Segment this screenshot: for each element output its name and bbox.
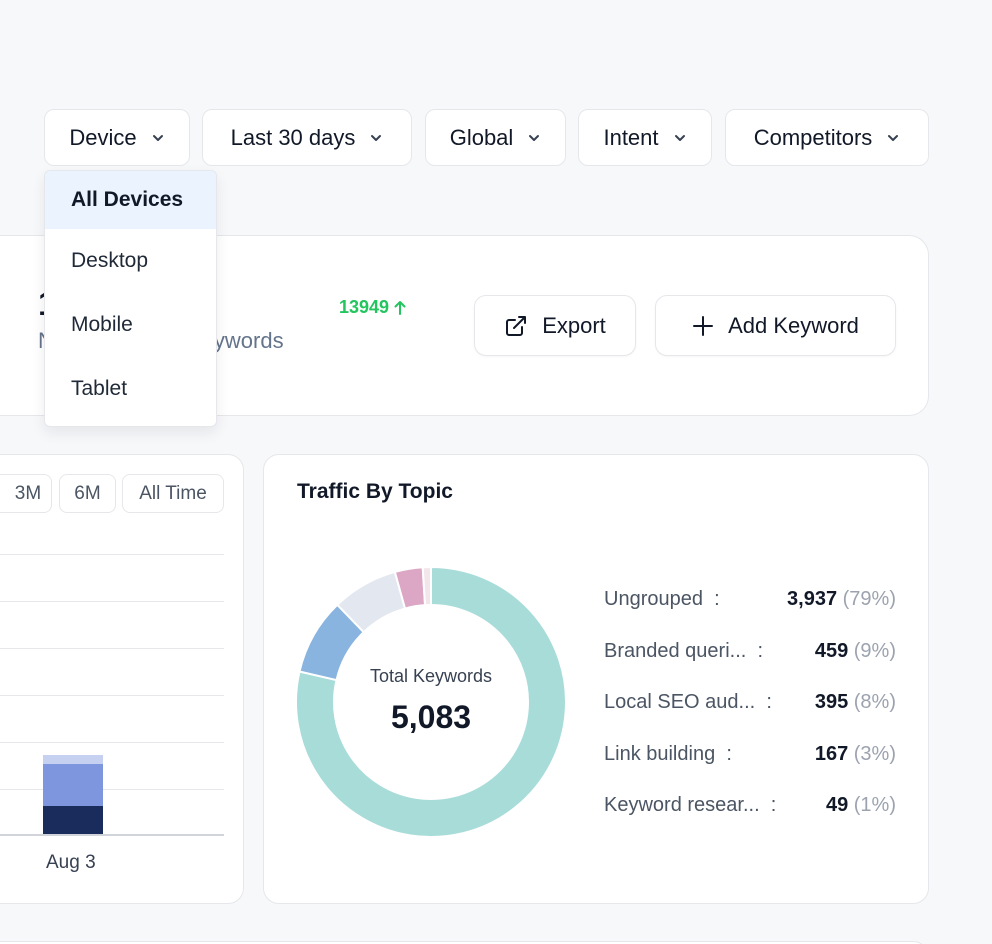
range-3m-label: 3M bbox=[14, 482, 42, 504]
date-filter-label: Last 30 days bbox=[230, 124, 356, 150]
plus-icon bbox=[693, 315, 714, 336]
donut-center-label: Total Keywords bbox=[369, 666, 493, 686]
range-3m-button[interactable]: 3M bbox=[0, 474, 52, 513]
legend-percent: (9%) bbox=[853, 640, 896, 662]
legend-percent: (3%) bbox=[853, 743, 896, 765]
traffic-by-topic-card bbox=[263, 454, 929, 904]
bar-segment-3 bbox=[43, 754, 103, 764]
arrow-up-icon bbox=[394, 301, 406, 315]
intent-filter[interactable]: Intent bbox=[578, 109, 712, 166]
intent-filter-label: Intent bbox=[603, 124, 659, 150]
range-all-time-label: All Time bbox=[139, 482, 207, 504]
chevron-down-icon bbox=[151, 131, 165, 145]
legend-value: 3,937 bbox=[787, 588, 838, 610]
region-filter-label: Global bbox=[449, 124, 514, 150]
chevron-down-icon bbox=[886, 131, 900, 145]
legend-value: 167 bbox=[814, 743, 849, 765]
external-link-icon bbox=[506, 315, 527, 336]
add-keyword-button[interactable]: Add Keyword bbox=[655, 295, 896, 356]
device-dropdown-menu: All Devices Desktop Mobile Tablet bbox=[44, 170, 217, 427]
legend-percent: (1%) bbox=[853, 794, 896, 816]
legend-name: Local SEO aud... : bbox=[604, 691, 772, 713]
dropdown-option-all-devices[interactable]: All Devices bbox=[45, 171, 216, 229]
topic-donut-chart bbox=[296, 567, 566, 837]
legend-item-branded-queries: Branded queri... : 459 (9%) bbox=[604, 640, 896, 666]
chart-gridline bbox=[0, 742, 224, 743]
legend-value: 395 bbox=[814, 691, 849, 713]
donut-slice-1[interactable] bbox=[296, 567, 566, 837]
chevron-down-icon bbox=[369, 131, 383, 145]
donut-slice-5[interactable] bbox=[421, 567, 432, 607]
chart-x-axis bbox=[0, 834, 224, 836]
chevron-down-icon bbox=[673, 131, 687, 145]
donut-center-value: 5,083 bbox=[390, 699, 472, 735]
range-all-time-button[interactable]: All Time bbox=[122, 474, 224, 513]
region-filter[interactable]: Global bbox=[425, 109, 566, 166]
add-keyword-button-label: Add Keyword bbox=[728, 312, 859, 338]
legend-name: Keyword resear... : bbox=[604, 794, 777, 816]
export-button-label: Export bbox=[542, 312, 606, 338]
device-filter-label: Device bbox=[69, 124, 137, 150]
chart-gridline bbox=[0, 554, 224, 555]
dropdown-option-desktop[interactable]: Desktop bbox=[71, 249, 149, 272]
chart-gridline bbox=[0, 601, 224, 602]
range-6m-label: 6M bbox=[74, 482, 101, 504]
keyword-trend-card bbox=[0, 454, 244, 904]
keywords-label-end: ywords bbox=[213, 328, 284, 353]
legend-value: 49 bbox=[825, 794, 849, 816]
x-tick-label: Aug 3 bbox=[46, 852, 96, 873]
bar-segment-2 bbox=[43, 764, 103, 806]
legend-name: Ungrouped : bbox=[604, 588, 720, 610]
chart-gridline bbox=[0, 648, 224, 649]
chart-gridline bbox=[0, 695, 224, 696]
legend-item-link-building: Link building : 167 (3%) bbox=[604, 743, 896, 769]
legend-name: Branded queri... : bbox=[604, 640, 763, 662]
dropdown-option-mobile[interactable]: Mobile bbox=[71, 313, 133, 336]
legend-percent: (8%) bbox=[853, 691, 896, 713]
competitors-filter[interactable]: Competitors bbox=[725, 109, 929, 166]
legend-item-ungrouped: Ungrouped : 3,937 (79%) bbox=[604, 588, 896, 614]
keyword-delta-value: 13949 bbox=[339, 297, 390, 317]
chart-gridline bbox=[0, 789, 224, 790]
device-filter[interactable]: Device bbox=[44, 109, 190, 166]
range-6m-button[interactable]: 6M bbox=[59, 474, 116, 513]
legend-item-local-seo-audit: Local SEO aud... : 395 (8%) bbox=[604, 691, 896, 717]
chevron-down-icon bbox=[527, 131, 541, 145]
date-filter[interactable]: Last 30 days bbox=[202, 109, 412, 166]
dropdown-option-tablet[interactable]: Tablet bbox=[71, 377, 128, 400]
legend-name: Link building : bbox=[604, 743, 732, 765]
export-button[interactable]: Export bbox=[474, 295, 636, 356]
keyword-delta: 13949 bbox=[339, 297, 406, 318]
bar-segment-1 bbox=[43, 806, 103, 834]
legend-percent: (79%) bbox=[842, 588, 896, 610]
traffic-by-topic-title: Traffic By Topic bbox=[297, 480, 453, 503]
legend-value: 459 bbox=[814, 640, 849, 662]
legend-item-keyword-research: Keyword resear... : 49 (1%) bbox=[604, 794, 896, 820]
competitors-filter-label: Competitors bbox=[753, 124, 873, 150]
